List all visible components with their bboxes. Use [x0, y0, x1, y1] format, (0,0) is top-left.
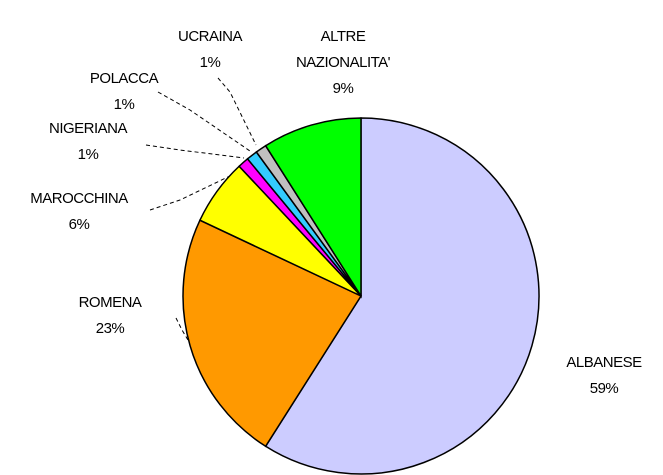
- pie-slice: [182, 219, 363, 448]
- slice-label: POLACCA 1%: [64, 66, 184, 118]
- category-label: NIGERIANA: [48, 120, 128, 137]
- slice-label: UCRAINA 1%: [160, 24, 260, 76]
- percent-label: 6%: [68, 216, 90, 233]
- pie-slice: [264, 117, 540, 475]
- leader-line: [149, 174, 233, 211]
- category-label: ALBANESE: [566, 354, 642, 371]
- category-label: ALTRE NAZIONALITA': [295, 28, 391, 71]
- percent-label: 9%: [332, 80, 354, 97]
- category-label: UCRAINA: [177, 28, 243, 45]
- slice-label: ALBANESE 59%: [544, 350, 663, 402]
- percent-label: 1%: [77, 146, 99, 163]
- slice-label: NIGERIANA 1%: [28, 116, 148, 168]
- category-label: MAROCCHINA: [30, 190, 128, 207]
- slice-label: ALTRE NAZIONALITA' 9%: [288, 24, 398, 102]
- slice-label: ROMENA 23%: [50, 290, 170, 342]
- pie-slice: [264, 117, 362, 299]
- slice-label: MAROCCHINA 6%: [9, 186, 149, 238]
- leader-line: [175, 317, 189, 341]
- category-label: POLACCA: [89, 70, 159, 87]
- percent-label: 23%: [95, 320, 125, 337]
- leader-line: [217, 77, 257, 146]
- leader-lines: [145, 77, 257, 341]
- category-label: ROMENA: [78, 294, 142, 311]
- leader-line: [157, 91, 251, 152]
- leader-line: [145, 144, 245, 159]
- percent-label: 1%: [113, 96, 135, 113]
- percent-label: 1%: [199, 54, 221, 71]
- percent-label: 59%: [589, 380, 619, 397]
